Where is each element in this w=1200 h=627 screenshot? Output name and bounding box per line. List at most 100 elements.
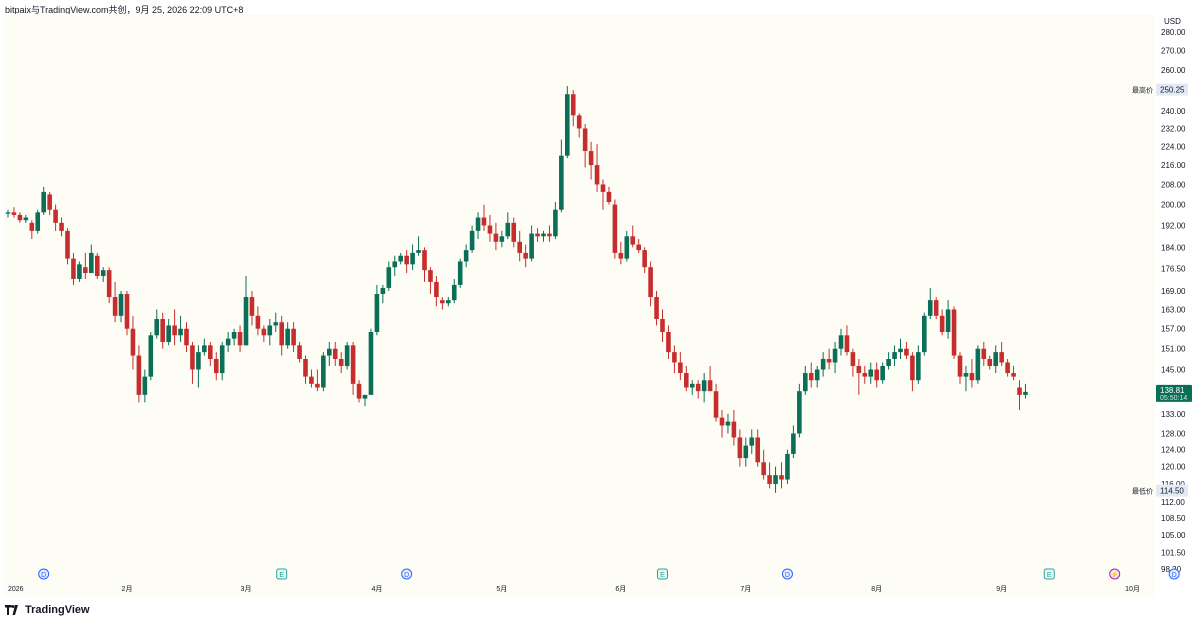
candle-body	[927, 300, 933, 316]
candle-body	[380, 287, 386, 294]
candle-body	[83, 267, 88, 274]
candle-body	[951, 309, 957, 356]
y-tick-label: 184.00	[1161, 243, 1186, 252]
candle-body	[999, 352, 1004, 363]
candle-body	[493, 233, 499, 242]
candle-body	[213, 358, 219, 374]
dividend-marker-letter: D	[785, 572, 790, 579]
candle-body	[523, 252, 528, 259]
candle-body	[666, 331, 671, 353]
candle-body	[517, 241, 522, 253]
x-axis[interactable]	[4, 581, 1155, 596]
candle-body	[112, 297, 118, 316]
candle-body	[225, 338, 231, 346]
y-tick-label: 260.00	[1161, 66, 1186, 75]
candle-body	[838, 335, 844, 349]
dividend-marker-letter: D	[1172, 572, 1177, 579]
candle-body	[618, 252, 624, 259]
candle-body	[886, 358, 891, 366]
x-tick-label: 2026	[8, 586, 24, 593]
candle-body	[386, 267, 392, 288]
candle-body	[559, 155, 564, 210]
candle-body	[481, 217, 487, 226]
brand-name: TradingView	[25, 604, 90, 616]
candle-body	[993, 352, 998, 366]
earnings-marker-icon	[276, 568, 288, 580]
current-price-badge	[1156, 384, 1192, 402]
y-tick-label: 208.00	[1161, 180, 1186, 189]
candle-body	[820, 358, 826, 370]
dividend-marker-icon	[38, 568, 50, 580]
candle-body	[291, 328, 296, 346]
y-tick-label: 105.00	[1161, 531, 1186, 540]
earnings-marker-letter: E	[279, 572, 284, 579]
currency-label[interactable]: USD	[1164, 17, 1181, 26]
candle-body	[166, 325, 171, 342]
brand[interactable]: TradingView	[5, 604, 90, 616]
y-tick-label: 163.00	[1161, 305, 1186, 314]
y-tick-label: 133.00	[1161, 410, 1186, 419]
candle-body	[844, 335, 850, 353]
y-tick-label: 151.00	[1161, 345, 1186, 354]
candle-body	[440, 300, 445, 304]
candle-body	[963, 373, 969, 377]
candle-body	[749, 437, 755, 446]
candle-body	[719, 417, 725, 426]
candle-body	[428, 270, 433, 282]
candle-body	[933, 300, 939, 316]
candle-body	[118, 293, 124, 316]
candle-body	[678, 362, 683, 374]
candle-body	[457, 261, 463, 285]
high-price-value: 250.25	[1160, 86, 1185, 95]
candle-body	[755, 437, 760, 463]
candle-body	[553, 209, 558, 237]
candle-body	[695, 383, 701, 392]
candle-body	[910, 355, 915, 381]
y-tick-label: 116.00	[1161, 480, 1185, 489]
candle-body	[77, 264, 82, 279]
candle-body	[356, 383, 362, 399]
candle-body	[630, 236, 636, 245]
dividend-marker-letter: D	[404, 572, 409, 579]
candle-body	[338, 358, 344, 366]
earnings-marker-letter: E	[660, 572, 665, 579]
candle-body	[65, 230, 70, 259]
candle-body	[350, 345, 356, 384]
candle-body	[136, 355, 142, 395]
candle-body	[636, 244, 641, 251]
candle-body	[219, 345, 225, 374]
y-tick-label: 108.50	[1161, 514, 1186, 523]
y-axis[interactable]	[1155, 14, 1200, 596]
y-tick-label: 128.00	[1161, 429, 1186, 438]
candle-body	[309, 376, 314, 384]
candle-body	[422, 250, 427, 271]
candle-body	[684, 373, 689, 388]
y-tick-label: 216.00	[1161, 161, 1186, 170]
dividend-marker-icon	[1168, 568, 1180, 580]
candle-body	[1005, 362, 1010, 374]
candle-body	[362, 394, 368, 399]
candle-body	[904, 348, 909, 356]
candle-body	[987, 358, 993, 366]
low-price-value: 114.50	[1160, 487, 1184, 496]
candle-body	[939, 315, 945, 332]
candle-body	[124, 293, 130, 329]
candle-body	[178, 328, 183, 336]
y-tick-label: 120.00	[1161, 463, 1186, 472]
candle-body	[303, 358, 308, 377]
y-tick-label: 176.50	[1161, 265, 1186, 274]
candle-body	[94, 255, 100, 276]
candle-body	[814, 369, 820, 381]
candle-body	[981, 348, 987, 359]
candle-body	[565, 94, 570, 156]
candle-body	[594, 165, 600, 185]
plot-area[interactable]	[4, 14, 1155, 581]
candle-body	[773, 475, 778, 484]
candle-body	[648, 267, 653, 298]
candle-body	[285, 328, 290, 346]
candle-body	[297, 345, 302, 359]
candle-body	[71, 258, 76, 279]
x-tick-label: 7月	[740, 585, 751, 593]
candle-body	[5, 212, 11, 214]
candle-body	[261, 328, 267, 336]
